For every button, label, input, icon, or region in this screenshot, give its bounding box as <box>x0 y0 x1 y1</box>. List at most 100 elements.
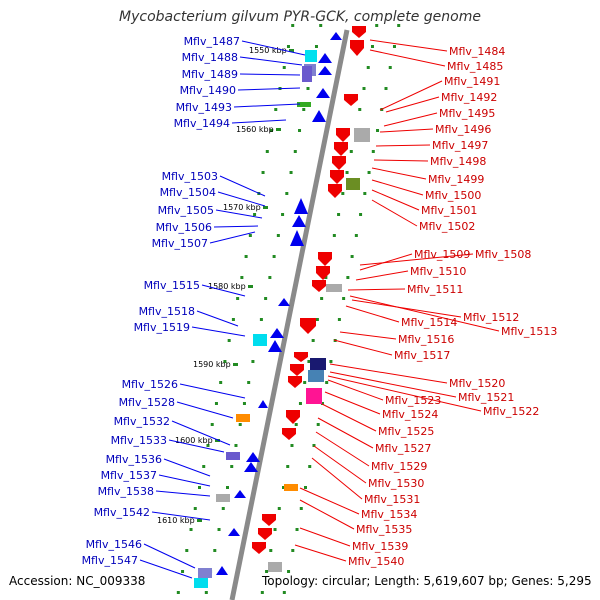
tick-mark <box>388 66 392 69</box>
right-gene-label: Mflv_1539 <box>352 540 408 553</box>
tick-mark <box>176 591 180 594</box>
left-leader-line <box>239 73 301 76</box>
tick-mark <box>198 486 201 489</box>
tick-mark <box>337 318 341 321</box>
right-leader-line <box>379 128 434 133</box>
forward-gene-arrow <box>330 32 342 40</box>
ruler-label: 1560 kbp <box>236 125 274 134</box>
forward-gene-arrow <box>268 340 282 352</box>
left-gene-label: Mflv_1505 <box>158 204 214 217</box>
tick-mark <box>291 24 295 27</box>
tick-mark <box>281 213 285 216</box>
forward-gene-arrow <box>312 110 326 122</box>
tick-mark <box>223 360 227 363</box>
left-leader-line <box>213 225 259 228</box>
right-leader-line <box>373 159 429 162</box>
reverse-gene-arrow <box>262 514 276 526</box>
left-gene-label: Mflv_1503 <box>162 170 218 183</box>
tick-mark <box>384 87 388 90</box>
right-gene-label: Mflv_1511 <box>407 283 463 296</box>
right-leader-line <box>333 339 393 356</box>
right-gene-label: Mflv_1497 <box>432 139 488 152</box>
tick-mark <box>366 66 370 69</box>
gene-box-lavender <box>198 568 212 578</box>
left-leader-line <box>168 439 225 453</box>
right-leader-line <box>371 189 420 211</box>
reverse-gene-arrow <box>332 156 346 170</box>
left-gene-label: Mflv_1532 <box>114 415 170 428</box>
tick-mark <box>319 24 323 27</box>
left-leader-line <box>176 401 234 419</box>
right-leader-line <box>375 144 431 147</box>
ruler-label: 1580 kbp <box>208 282 246 291</box>
tick-mark <box>269 549 273 552</box>
left-gene-label: Mflv_1519 <box>134 321 190 334</box>
tick-mark <box>206 444 210 447</box>
right-gene-label: Mflv_1521 <box>458 391 514 404</box>
tick-mark <box>219 381 223 384</box>
tick-mark <box>367 171 371 174</box>
tick-mark <box>295 528 299 531</box>
tick-mark <box>234 444 238 447</box>
left-leader-line <box>196 310 239 327</box>
right-gene-label: Mflv_1498 <box>430 155 486 168</box>
right-gene-label: Mflv_1513 <box>501 325 557 338</box>
reverse-gene-arrow <box>352 26 366 38</box>
tick-mark <box>285 192 289 195</box>
tick-mark <box>314 45 318 48</box>
ruler-label: 1610 kbp <box>157 516 195 525</box>
reverse-gene-arrow <box>330 170 344 184</box>
tick-mark <box>349 150 353 153</box>
left-leader-line <box>191 326 246 337</box>
tick-mark <box>371 150 375 153</box>
gene-box-cyan <box>253 334 267 346</box>
tick-mark <box>312 444 316 447</box>
tick-mark <box>293 150 297 153</box>
tick-mark <box>227 339 231 342</box>
right-gene-label: Mflv_1502 <box>419 220 475 233</box>
tick-mark <box>316 423 320 426</box>
tick-mark <box>354 234 358 237</box>
genome-summary-text: Topology: circular; Length: 5,619,607 bp… <box>262 574 592 588</box>
left-gene-label: Mflv_1546 <box>86 538 142 551</box>
tick-mark <box>265 570 269 573</box>
tick-mark <box>298 129 302 132</box>
accession-text: Accession: NC_009338 <box>9 574 146 588</box>
right-gene-label: Mflv_1508 <box>475 248 531 261</box>
left-leader-line <box>217 191 266 207</box>
forward-gene-arrow <box>318 66 332 75</box>
tick-mark <box>277 507 281 510</box>
reverse-gene-arrow <box>336 128 350 142</box>
right-gene-label: Mflv_1527 <box>375 442 431 455</box>
tick-mark <box>282 591 286 594</box>
forward-gene-arrow <box>318 53 332 63</box>
ruler-label: 1590 kbp <box>193 360 231 369</box>
forward-gene-arrow <box>278 298 290 306</box>
left-leader-line <box>239 56 303 66</box>
tick-mark <box>253 213 257 216</box>
forward-gene-arrow <box>316 88 330 98</box>
right-gene-label: Mflv_1514 <box>401 316 457 329</box>
right-leader-line <box>327 375 482 412</box>
tick-mark <box>311 339 315 342</box>
right-gene-label: Mflv_1522 <box>483 405 539 418</box>
left-gene-label: Mflv_1537 <box>101 469 157 482</box>
right-leader-line <box>321 403 377 432</box>
right-gene-label: Mflv_1485 <box>447 60 503 73</box>
gene-box-green <box>297 102 311 107</box>
tick-mark <box>217 528 221 531</box>
left-gene-label: Mflv_1542 <box>94 506 150 519</box>
left-gene-label: Mflv_1507 <box>152 237 208 250</box>
gene-box-gray <box>216 494 230 502</box>
tick-mark <box>341 192 345 195</box>
right-leader-line <box>359 253 474 266</box>
reverse-gene-arrow <box>288 376 302 388</box>
right-leader-line <box>329 371 457 398</box>
left-leader-line <box>233 103 301 108</box>
right-gene-label: Mflv_1529 <box>371 460 427 473</box>
reverse-gene-arrow <box>290 364 304 376</box>
tick-mark <box>247 381 251 384</box>
right-leader-line <box>369 39 448 52</box>
left-leader-line <box>241 40 306 56</box>
